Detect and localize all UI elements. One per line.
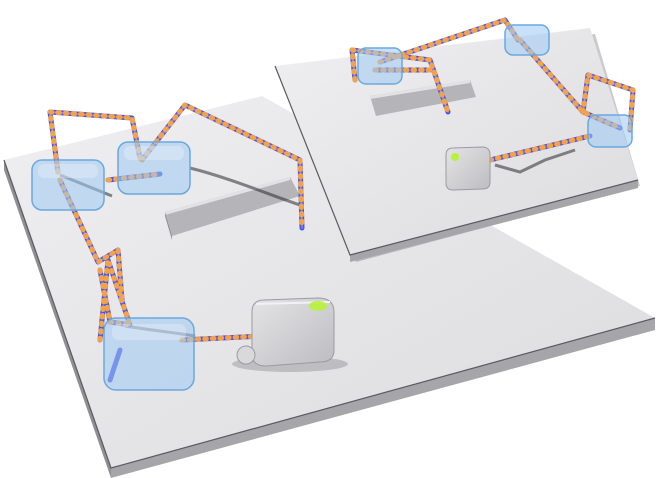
control-unit-small <box>445 146 491 191</box>
connector-ball <box>236 345 256 365</box>
small-platform-side <box>350 180 638 262</box>
glass-box-5 <box>504 24 550 56</box>
large-platform-edge <box>3 159 656 469</box>
control-unit-large <box>232 297 348 372</box>
bar-block-small <box>370 80 476 116</box>
glass-box-6 <box>587 114 633 148</box>
large-platform-front-side <box>111 318 655 478</box>
indicator-light <box>309 301 327 311</box>
indicator-light-small <box>451 153 459 161</box>
glass-box-3 <box>103 317 195 391</box>
glass-box-1 <box>31 159 105 211</box>
glass-box-4 <box>357 47 403 85</box>
glass-junction-boxes <box>31 24 633 391</box>
glass-box-2 <box>117 141 191 195</box>
large-platform-left-side <box>4 160 111 478</box>
small-platform-edge <box>274 65 639 256</box>
small-platform-top <box>275 28 638 255</box>
